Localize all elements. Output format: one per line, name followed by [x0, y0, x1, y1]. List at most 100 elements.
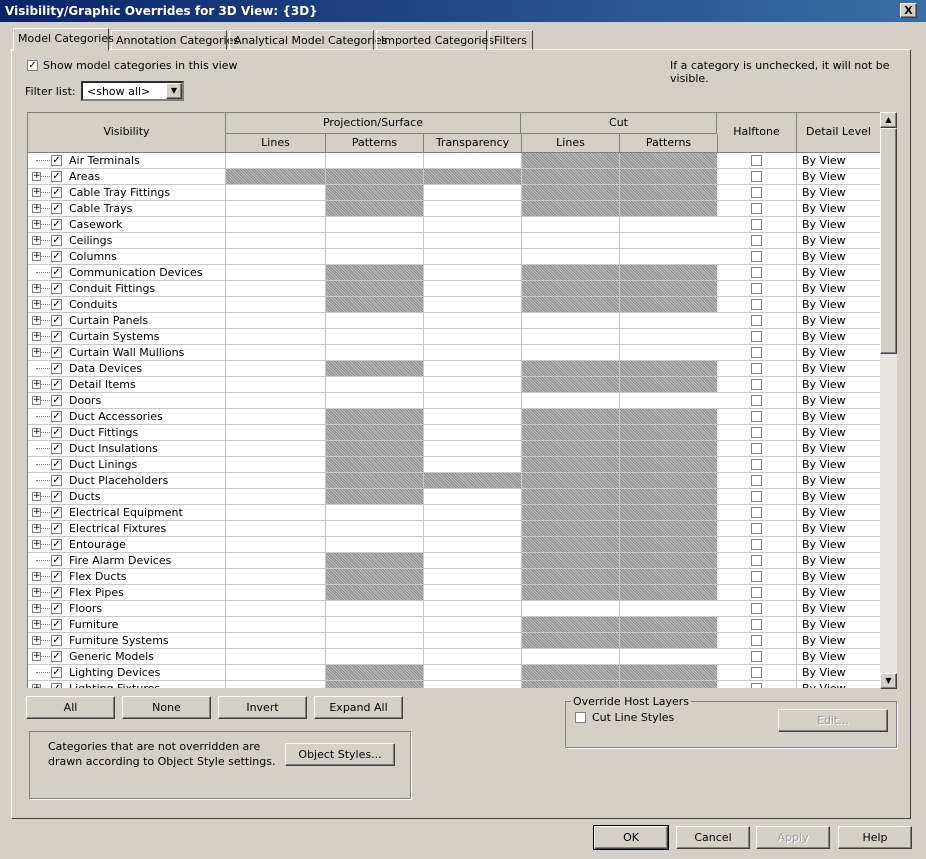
expander[interactable]: + — [32, 523, 41, 533]
close-button[interactable]: X — [900, 3, 917, 18]
scroll-up[interactable]: ▲ — [880, 112, 897, 128]
override-cell[interactable] — [424, 313, 522, 329]
halftone-checkbox[interactable] — [751, 571, 762, 582]
visibility-checkbox[interactable]: ✓ — [51, 459, 62, 470]
override-cell[interactable] — [522, 329, 620, 345]
visibility-checkbox[interactable]: ✓ — [51, 283, 62, 294]
none-button[interactable]: None — [122, 696, 211, 719]
override-cell[interactable] — [326, 409, 424, 425]
filter-dropdown[interactable]: <show all> ▼ — [81, 81, 184, 101]
detail-level-cell[interactable]: By View — [797, 473, 880, 489]
override-cell[interactable] — [424, 617, 522, 633]
override-cell[interactable] — [226, 409, 326, 425]
override-cell[interactable] — [326, 377, 424, 393]
scroll-down[interactable]: ▼ — [880, 673, 897, 689]
tab[interactable]: Filters — [489, 30, 533, 50]
footer-button[interactable]: Cancel — [676, 826, 750, 849]
override-cell[interactable] — [226, 457, 326, 473]
override-cell[interactable] — [620, 409, 718, 425]
override-cell[interactable] — [522, 553, 620, 569]
visibility-checkbox[interactable]: ✓ — [51, 443, 62, 454]
cut-line-styles-checkbox[interactable] — [575, 712, 586, 723]
override-cell[interactable] — [326, 649, 424, 665]
visibility-checkbox[interactable]: ✓ — [51, 427, 62, 438]
halftone-checkbox[interactable] — [751, 651, 762, 662]
override-cell[interactable] — [620, 441, 718, 457]
halftone-checkbox[interactable] — [751, 187, 762, 198]
override-cell[interactable] — [620, 601, 718, 617]
override-cell[interactable] — [522, 633, 620, 649]
visibility-checkbox[interactable]: ✓ — [51, 379, 62, 390]
visibility-checkbox[interactable]: ✓ — [51, 171, 62, 182]
override-cell[interactable] — [522, 345, 620, 361]
all-button[interactable]: All — [26, 696, 115, 719]
detail-level-cell[interactable]: By View — [797, 649, 880, 665]
override-cell[interactable] — [226, 505, 326, 521]
override-cell[interactable] — [424, 537, 522, 553]
visibility-checkbox[interactable]: ✓ — [51, 555, 62, 566]
halftone-checkbox[interactable] — [751, 683, 762, 688]
footer-button[interactable]: OK — [593, 825, 669, 850]
expander[interactable]: + — [32, 171, 41, 181]
override-cell[interactable] — [424, 393, 522, 409]
override-cell[interactable] — [326, 521, 424, 537]
detail-level-cell[interactable]: By View — [797, 665, 880, 681]
override-cell[interactable] — [424, 473, 522, 489]
halftone-checkbox[interactable] — [751, 363, 762, 374]
expander[interactable]: + — [32, 331, 41, 341]
expander[interactable]: + — [32, 619, 41, 629]
override-cell[interactable] — [424, 441, 522, 457]
override-cell[interactable] — [326, 425, 424, 441]
override-cell[interactable] — [326, 201, 424, 217]
override-cell[interactable] — [522, 649, 620, 665]
expander[interactable]: + — [32, 684, 41, 688]
detail-level-cell[interactable]: By View — [797, 585, 880, 601]
override-cell[interactable] — [226, 377, 326, 393]
override-cell[interactable] — [226, 329, 326, 345]
override-cell[interactable] — [424, 409, 522, 425]
override-cell[interactable] — [326, 681, 424, 688]
scrollbar[interactable]: ▲ ▼ — [880, 112, 897, 689]
override-cell[interactable] — [424, 585, 522, 601]
override-cell[interactable] — [620, 521, 718, 537]
detail-level-cell[interactable]: By View — [797, 281, 880, 297]
detail-level-cell[interactable]: By View — [797, 249, 880, 265]
object-styles-button[interactable]: Object Styles... — [285, 743, 395, 766]
expander[interactable]: + — [32, 347, 41, 357]
override-cell[interactable] — [620, 617, 718, 633]
halftone-checkbox[interactable] — [751, 219, 762, 230]
detail-level-cell[interactable]: By View — [797, 377, 880, 393]
override-cell[interactable] — [226, 537, 326, 553]
override-cell[interactable] — [226, 345, 326, 361]
override-cell[interactable] — [226, 153, 326, 169]
halftone-checkbox[interactable] — [751, 299, 762, 310]
detail-level-cell[interactable]: By View — [797, 201, 880, 217]
override-cell[interactable] — [226, 169, 326, 185]
halftone-checkbox[interactable] — [751, 459, 762, 470]
override-cell[interactable] — [620, 569, 718, 585]
halftone-checkbox[interactable] — [751, 283, 762, 294]
override-cell[interactable] — [226, 361, 326, 377]
override-cell[interactable] — [424, 281, 522, 297]
expander[interactable]: + — [32, 571, 41, 581]
override-cell[interactable] — [620, 377, 718, 393]
override-cell[interactable] — [326, 185, 424, 201]
expander[interactable]: + — [32, 219, 41, 229]
override-cell[interactable] — [226, 393, 326, 409]
detail-level-cell[interactable]: By View — [797, 233, 880, 249]
visibility-checkbox[interactable]: ✓ — [51, 651, 62, 662]
detail-level-cell[interactable]: By View — [797, 617, 880, 633]
override-cell[interactable] — [424, 601, 522, 617]
detail-level-cell[interactable]: By View — [797, 633, 880, 649]
expander[interactable]: + — [32, 315, 41, 325]
override-cell[interactable] — [326, 569, 424, 585]
detail-level-cell[interactable]: By View — [797, 217, 880, 233]
override-cell[interactable] — [522, 265, 620, 281]
override-cell[interactable] — [424, 457, 522, 473]
override-cell[interactable] — [226, 489, 326, 505]
override-cell[interactable] — [226, 633, 326, 649]
override-cell[interactable] — [424, 265, 522, 281]
override-cell[interactable] — [522, 153, 620, 169]
override-cell[interactable] — [424, 425, 522, 441]
halftone-checkbox[interactable] — [751, 555, 762, 566]
